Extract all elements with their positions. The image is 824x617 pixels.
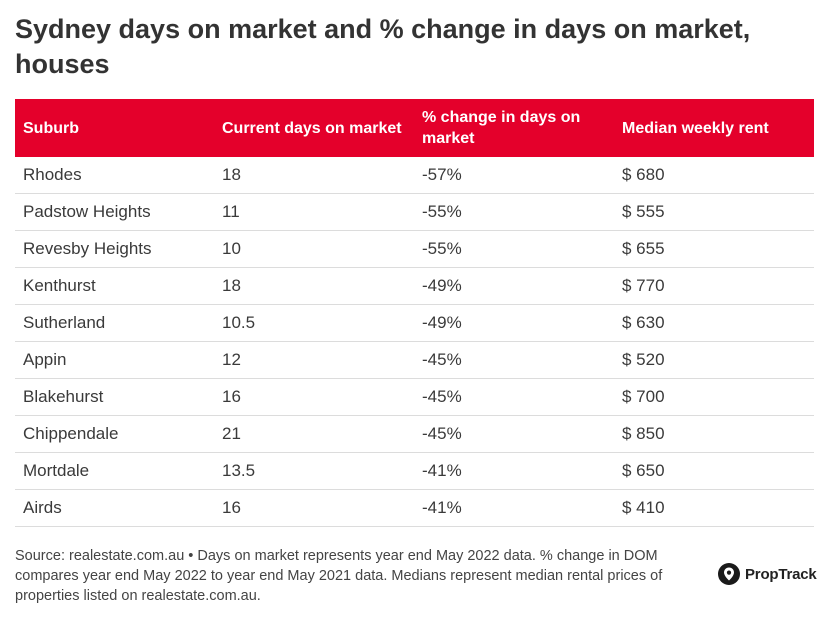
cell-median-rent: $ 650: [614, 452, 814, 490]
cell-median-rent: $ 410: [614, 489, 814, 527]
cell-median-rent: $ 555: [614, 193, 814, 231]
table-row: Sutherland 10.5 -49% $ 630: [15, 304, 814, 342]
table-row: Chippendale 21 -45% $ 850: [15, 415, 814, 453]
data-table: Suburb Current days on market % change i…: [15, 99, 814, 527]
table-row: Blakehurst 16 -45% $ 700: [15, 378, 814, 416]
cell-percent-change: -55%: [414, 193, 614, 231]
cell-current-days: 21: [214, 415, 414, 453]
data-table-container: Suburb Current days on market % change i…: [15, 99, 814, 527]
cell-current-days: 18: [214, 267, 414, 305]
table-row: Airds 16 -41% $ 410: [15, 489, 814, 527]
cell-median-rent: $ 680: [614, 157, 814, 194]
cell-median-rent: $ 850: [614, 415, 814, 453]
cell-percent-change: -41%: [414, 452, 614, 490]
cell-current-days: 10.5: [214, 304, 414, 342]
column-header-median-rent: Median weekly rent: [614, 99, 814, 157]
cell-percent-change: -49%: [414, 304, 614, 342]
cell-suburb: Blakehurst: [15, 378, 214, 416]
cell-median-rent: $ 520: [614, 341, 814, 379]
cell-suburb: Chippendale: [15, 415, 214, 453]
proptrack-logo-icon: [718, 563, 740, 585]
cell-suburb: Sutherland: [15, 304, 214, 342]
cell-percent-change: -41%: [414, 489, 614, 527]
chart-title: Sydney days on market and % change in da…: [15, 14, 751, 79]
cell-current-days: 13.5: [214, 452, 414, 490]
cell-percent-change: -55%: [414, 230, 614, 268]
cell-percent-change: -57%: [414, 157, 614, 194]
table-row: Rhodes 18 -57% $ 680: [15, 157, 814, 194]
cell-suburb: Appin: [15, 341, 214, 379]
cell-suburb: Kenthurst: [15, 267, 214, 305]
table-row: Appin 12 -45% $ 520: [15, 341, 814, 379]
cell-current-days: 11: [214, 193, 414, 231]
cell-current-days: 18: [214, 157, 414, 194]
cell-percent-change: -49%: [414, 267, 614, 305]
table-body: Rhodes 18 -57% $ 680 Padstow Heights 11 -55% $ …: [15, 157, 814, 527]
cell-current-days: 12: [214, 341, 414, 379]
source-note: Source: realestate.com.au • Days on mark…: [15, 548, 663, 604]
table-row: Padstow Heights 11 -55% $ 555: [15, 193, 814, 231]
cell-median-rent: $ 655: [614, 230, 814, 268]
table-row: Revesby Heights 10 -55% $ 655: [15, 230, 814, 268]
cell-percent-change: -45%: [414, 415, 614, 453]
column-header-suburb: Suburb: [15, 99, 214, 157]
cell-current-days: 10: [214, 230, 414, 268]
cell-median-rent: $ 700: [614, 378, 814, 416]
cell-current-days: 16: [214, 489, 414, 527]
cell-suburb: Mortdale: [15, 452, 214, 490]
cell-suburb: Rhodes: [15, 157, 214, 194]
cell-percent-change: -45%: [414, 378, 614, 416]
cell-median-rent: $ 770: [614, 267, 814, 305]
cell-suburb: Padstow Heights: [15, 193, 214, 231]
proptrack-logo: PropTrack: [718, 563, 817, 585]
table-row: Kenthurst 18 -49% $ 770: [15, 267, 814, 305]
cell-percent-change: -45%: [414, 341, 614, 379]
table-header-row: Suburb Current days on market % change i…: [15, 99, 814, 157]
cell-current-days: 16: [214, 378, 414, 416]
cell-median-rent: $ 630: [614, 304, 814, 342]
column-header-percent-change: % change in days on market: [414, 99, 614, 157]
table-row: Mortdale 13.5 -41% $ 650: [15, 452, 814, 490]
proptrack-logo-text: PropTrack: [745, 565, 817, 583]
cell-suburb: Revesby Heights: [15, 230, 214, 268]
column-header-current-days: Current days on market: [214, 99, 414, 157]
cell-suburb: Airds: [15, 489, 214, 527]
